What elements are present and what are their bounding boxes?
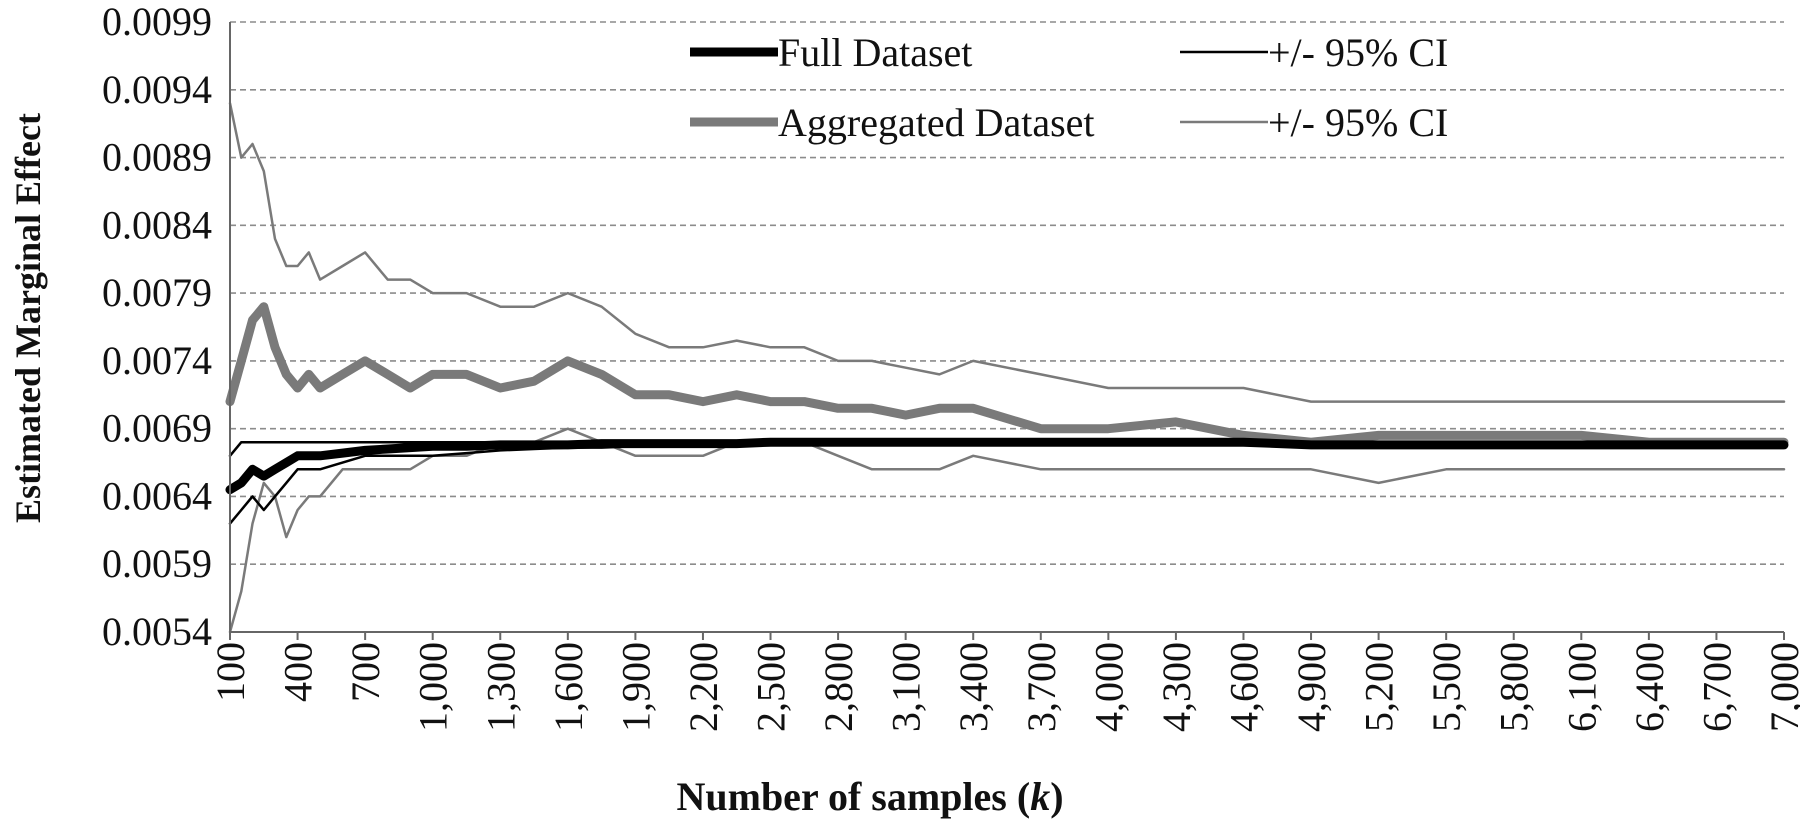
x-tick-label: 1,300: [478, 642, 523, 732]
legend: Full Dataset +/- 95% CI Aggregated Datas…: [668, 28, 1500, 145]
y-axis-title: Estimated Marginal Effect: [8, 113, 48, 523]
x-tick-label: 3,100: [884, 642, 929, 732]
x-tick-label: 5,800: [1492, 642, 1537, 732]
y-tick-label: 0.0089: [102, 135, 212, 180]
legend-label-aggregated-ci: +/- 95% CI: [1268, 100, 1448, 145]
x-tick-label: 700: [343, 642, 388, 702]
x-tick-label: 5,200: [1357, 642, 1402, 732]
y-tick-label: 0.0064: [102, 473, 212, 518]
y-tick-label: 0.0054: [102, 609, 212, 654]
x-axis-title-suffix: ): [1050, 774, 1063, 819]
series-line-estimate: [225, 302, 1789, 447]
x-axis-title: Number of samples (k): [676, 774, 1063, 819]
x-tick-label: 2,500: [749, 642, 794, 732]
x-tick-label: 6,700: [1694, 642, 1739, 732]
x-tick-label: 400: [276, 642, 321, 702]
x-tick-labels: 100 400 700 1,000 1,300 1,600 1,900 2,200 2,500 2…: [208, 632, 1800, 732]
series-line-estimate: [225, 437, 1789, 495]
y-tick-label: 0.0079: [102, 270, 212, 315]
x-tick-label: 3,400: [951, 642, 996, 732]
axes: [229, 22, 1784, 633]
x-axis-title-variable: k: [1030, 774, 1050, 819]
y-tick-labels: 0.0054 0.0059 0.0064 0.0069 0.0074 0.0079 0.00…: [102, 0, 212, 654]
x-tick-label: 1,000: [411, 642, 456, 732]
x-tick-label: 2,200: [681, 642, 726, 732]
x-axis-title-prefix: Number of samples (: [676, 774, 1030, 819]
x-tick-label: 4,300: [1154, 642, 1199, 732]
series-line-full-upper: [228, 440, 1786, 458]
gridlines: [230, 21, 1784, 566]
legend-background: [1170, 96, 1500, 144]
y-tick-label: 0.0099: [102, 0, 212, 44]
x-tick-label: 6,400: [1627, 642, 1672, 732]
y-tick-label: 0.0094: [102, 67, 212, 112]
legend-label-aggregated: Aggregated Dataset: [778, 100, 1095, 145]
x-tick-label: 6,100: [1559, 642, 1604, 732]
series-line-aggregated-lower: [228, 427, 1786, 634]
x-tick-label: 3,700: [1019, 642, 1064, 732]
legend-label-full: Full Dataset: [778, 30, 972, 75]
x-tick-label: 1,600: [546, 642, 591, 732]
x-tick-label: 5,500: [1424, 642, 1469, 732]
y-tick-label: 0.0074: [102, 338, 212, 383]
x-tick-label: 4,900: [1289, 642, 1334, 732]
series-line-full-lower: [228, 443, 1786, 525]
y-tick-label: 0.0059: [102, 541, 212, 586]
x-tick-label: 100: [208, 642, 253, 702]
x-tick-label: 4,600: [1221, 642, 1266, 732]
series-group: [225, 102, 1789, 634]
x-tick-label: 2,800: [816, 642, 861, 732]
x-tick-label: 1,900: [613, 642, 658, 732]
x-tick-label: 7,000: [1762, 642, 1800, 732]
series-line-aggregated-upper: [228, 102, 1786, 403]
legend-label-full-ci: +/- 95% CI: [1268, 30, 1448, 75]
y-tick-label: 0.0084: [102, 202, 212, 247]
x-tick-label: 4,000: [1086, 642, 1131, 732]
y-tick-label: 0.0069: [102, 406, 212, 451]
